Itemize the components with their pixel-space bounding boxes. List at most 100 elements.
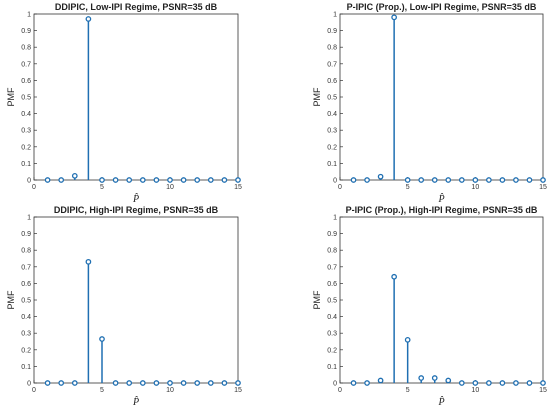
y-tick-label: 0.6 [21,281,31,288]
y-tick-label: 0.2 [327,144,337,151]
stem-marker [472,177,479,183]
y-axis-label: PMF [6,290,16,310]
stem-marker [167,380,173,386]
y-tick-label: 0 [27,381,31,388]
y-tick-label: 0.5 [21,298,31,305]
y-tick-label: 1 [27,215,31,222]
stem-marker [235,177,241,183]
y-tick-label: 0.6 [21,78,31,85]
chart-panel-3: DDIPIC, High-IPI Regime, PSNR=35 dB 0 0.1 0… [6,205,242,408]
y-tick-label: 0.8 [21,45,31,52]
y-tick-label: 0.3 [21,128,31,135]
stem-marker [71,380,78,386]
stem-marker [540,177,546,183]
stem-marker [377,377,384,384]
x-tick-label: 10 [471,184,479,191]
x-axis-label: P̂ [132,395,139,408]
x-tick-label: 5 [406,184,410,191]
stem-marker [167,177,173,183]
x-axis-label: P̂ [437,192,444,205]
y-tick-label: 0.6 [327,281,337,288]
stem-marker [513,380,519,386]
y-tick-label: 0.8 [327,45,337,52]
axes-box [33,13,239,181]
stem-marker [458,380,465,386]
axes-box [339,13,544,181]
y-axis-label: PMF [6,87,16,107]
stem-marker [194,380,201,386]
x-axis-label: P̂ [437,395,444,408]
chart-title: P-IPIC (Prop.), High-IPI Regime, PSNR=35… [346,205,538,215]
stem-marker [364,380,370,386]
stem-marker [431,375,438,381]
stem-marker [194,177,201,183]
y-tick-label: 0.5 [327,298,337,305]
stem-marker [350,380,357,386]
chart-title: DDIPIC, Low-IPI Regime, PSNR=35 dB [55,2,218,12]
axes-box [339,216,544,384]
stem-marker [126,380,133,386]
stem-marker [71,173,78,179]
stem-marker [99,336,105,342]
x-tick-label: 10 [471,387,479,394]
y-tick-label: 0.5 [327,95,337,102]
stem-marker [350,177,357,183]
stem-marker [58,177,65,183]
stem-marker [391,14,397,21]
stem-marker [499,380,506,386]
stem-marker [418,177,425,183]
y-tick-label: 0.7 [327,264,337,271]
stem-marker [99,177,105,183]
stem-marker [486,177,492,183]
stem-marker [445,177,452,183]
stem-marker [139,177,146,183]
stem-marker [139,380,146,386]
stem-marker [418,375,425,381]
y-tick-label: 0.9 [327,28,337,35]
x-tick-label: 10 [166,387,174,394]
x-tick-label: 5 [406,387,410,394]
y-tick-label: 0.7 [21,264,31,271]
stem-marker [404,177,411,183]
x-tick-label: 15 [234,184,242,191]
y-tick-label: 0.9 [21,28,31,35]
stem-marker [207,380,214,386]
stem-marker [221,177,228,183]
stem-marker [391,273,397,280]
stem-marker [153,177,160,183]
y-tick-label: 0.2 [21,144,31,151]
stem-marker [153,380,160,386]
x-tick-label: 15 [539,184,547,191]
y-tick-label: 0.1 [21,364,31,371]
x-tick-label: 0 [32,184,36,191]
x-tick-label: 10 [166,184,174,191]
stem-marker [112,380,119,386]
y-tick-label: 0 [333,381,337,388]
y-tick-label: 0.6 [327,78,337,85]
x-tick-label: 15 [539,387,547,394]
y-tick-label: 1 [27,12,31,19]
x-tick-label: 15 [234,387,242,394]
y-tick-label: 0.8 [21,248,31,255]
stem-marker [221,380,228,386]
x-tick-label: 0 [32,387,36,394]
y-axis-label: PMF [312,290,322,310]
y-tick-label: 0.3 [21,331,31,338]
stem-marker [44,177,51,183]
y-tick-label: 0.4 [327,314,337,321]
stem-marker [431,177,438,183]
y-tick-label: 0.3 [327,128,337,135]
stem-marker [85,16,92,22]
y-tick-label: 0 [333,178,337,185]
stem-marker [458,177,465,183]
y-tick-label: 0.7 [21,61,31,68]
x-tick-label: 0 [338,387,342,394]
y-tick-label: 0.9 [327,231,337,238]
stem-marker [58,380,65,386]
stem-marker [44,380,51,386]
x-tick-label: 5 [100,387,104,394]
y-tick-label: 0.5 [21,95,31,102]
y-tick-label: 0.2 [21,347,31,354]
y-tick-label: 0.2 [327,347,337,354]
